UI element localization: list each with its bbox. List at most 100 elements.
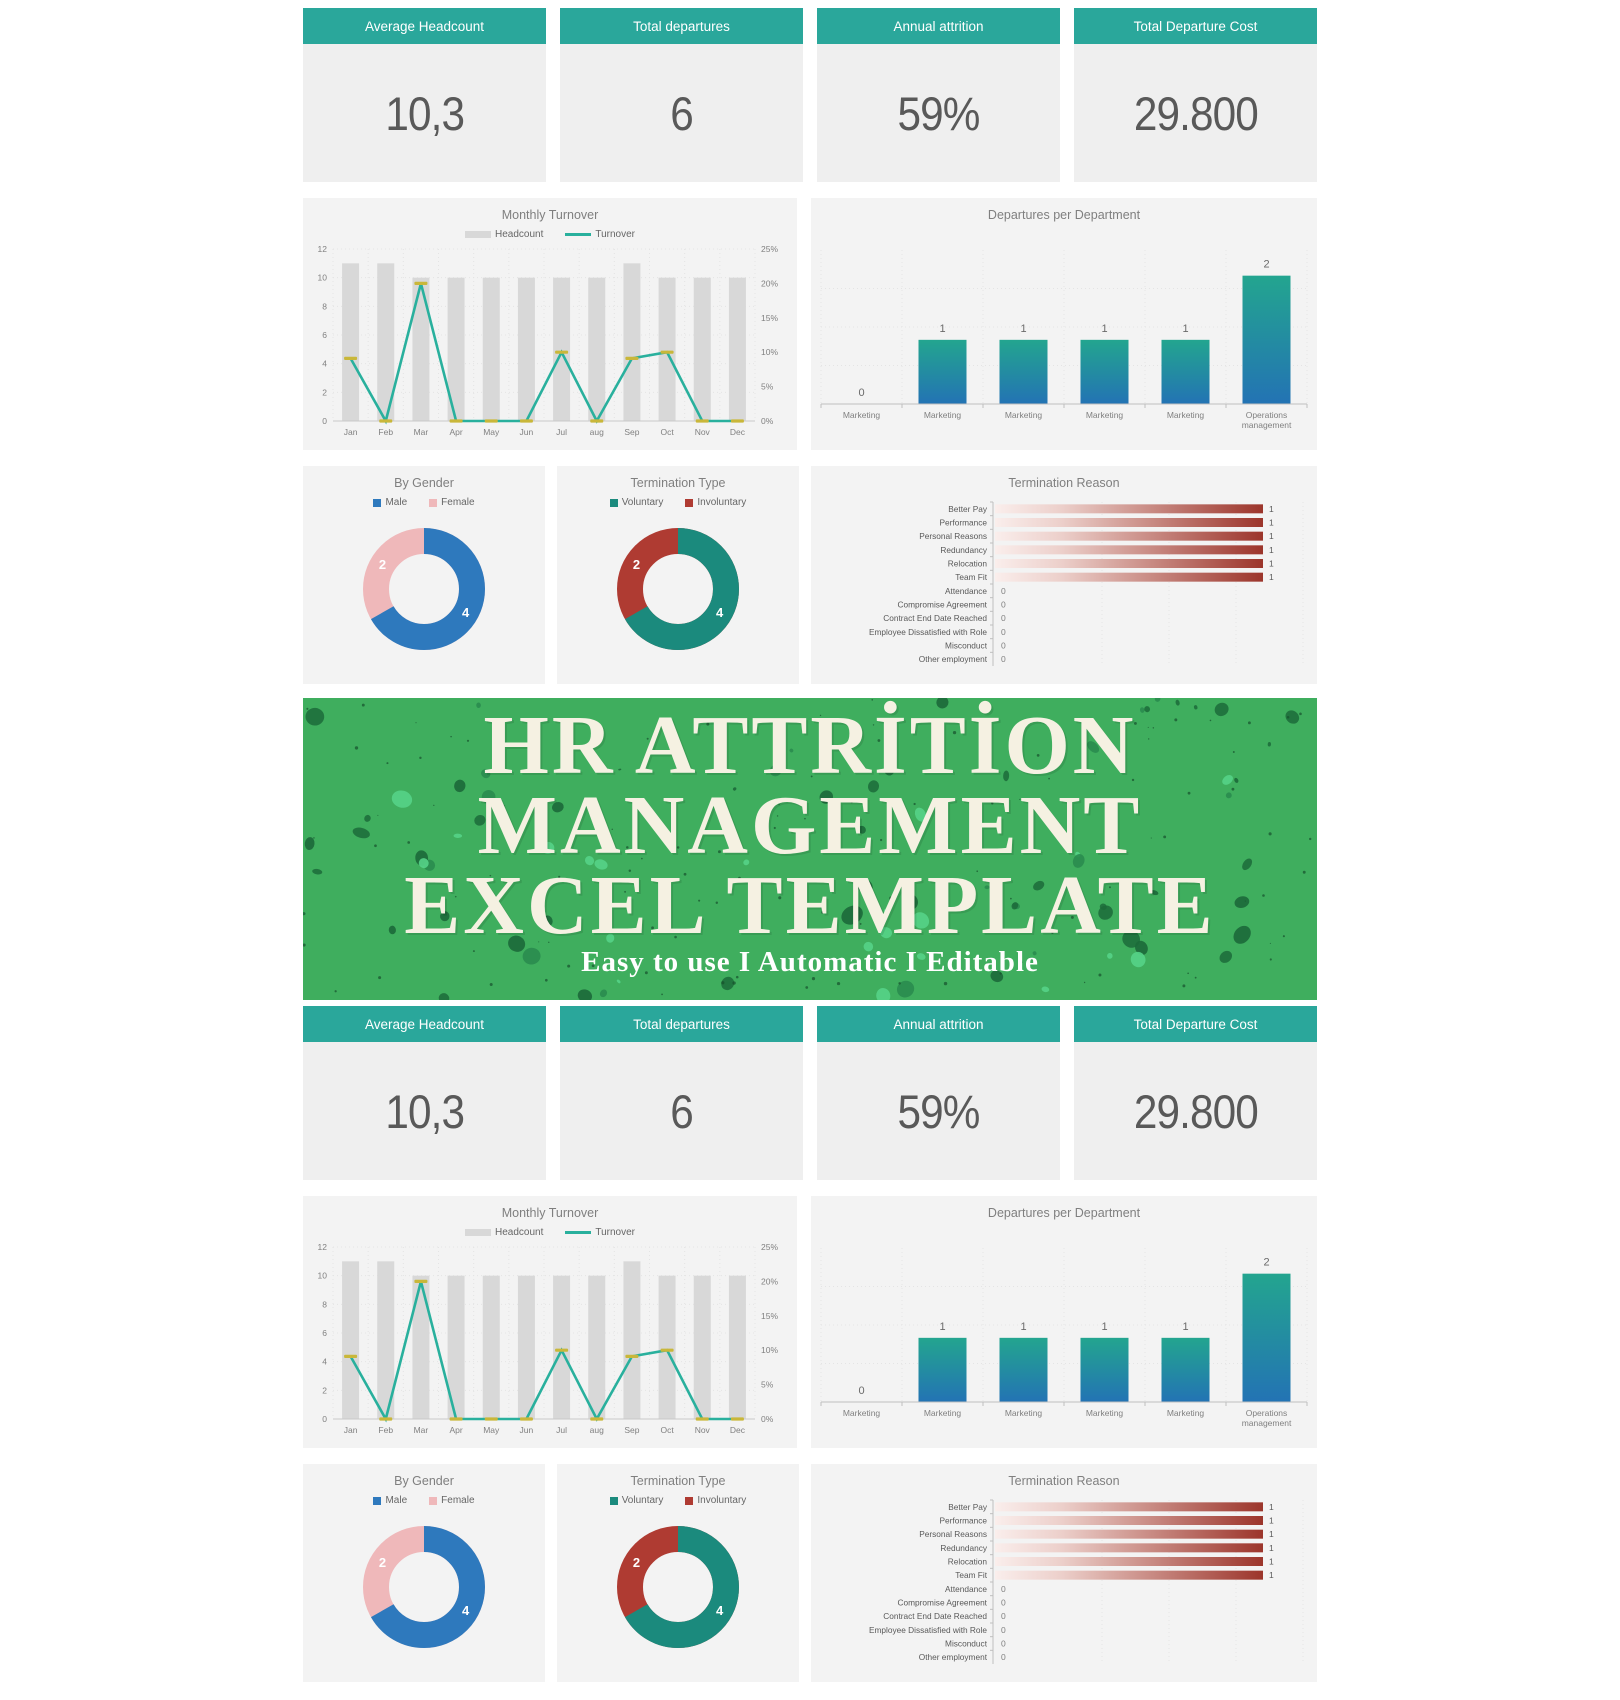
svg-text:Jun: Jun — [520, 427, 534, 437]
svg-text:6: 6 — [322, 1328, 327, 1338]
kpi-card-value: 59% — [817, 44, 1060, 182]
svg-text:4: 4 — [462, 1603, 470, 1618]
svg-text:Employee Dissatisfied with Rol: Employee Dissatisfied with Role — [869, 1625, 987, 1635]
legend-headcount: Headcount — [464, 229, 543, 240]
legend-involuntary: Involuntary — [685, 1495, 746, 1506]
monthly-turnover-panel: Monthly Turnover Headcount Turnover 0 2 4 6 8 10… — [303, 198, 797, 450]
svg-text:2: 2 — [379, 1555, 386, 1570]
svg-text:Contract End Date Reached: Contract End Date Reached — [883, 1611, 987, 1621]
svg-text:4: 4 — [716, 605, 724, 620]
svg-text:1: 1 — [1269, 531, 1274, 541]
kpi-card-header: Total Departure Cost — [1074, 1006, 1317, 1042]
kpi-row: Average Headcount 10,3 Total departures … — [303, 1006, 1317, 1180]
svg-text:0: 0 — [1001, 613, 1006, 623]
kpi-card-header: Total Departure Cost — [1074, 8, 1317, 44]
department-bars — [918, 1273, 1291, 1402]
svg-text:1: 1 — [1182, 323, 1188, 335]
kpi-card-header: Average Headcount — [303, 1006, 546, 1042]
svg-text:1: 1 — [1269, 545, 1274, 555]
kpi-card-annual-attrition: Annual attrition 59% — [817, 1006, 1060, 1180]
svg-text:0%: 0% — [761, 1414, 774, 1424]
svg-text:Performance: Performance — [940, 518, 988, 528]
svg-text:1: 1 — [1269, 572, 1274, 582]
svg-text:Marketing: Marketing — [1005, 1408, 1043, 1418]
banner-speckle-texture — [303, 698, 1312, 1000]
svg-text:0: 0 — [858, 387, 864, 399]
by-gender-panel: By Gender Male Female 4 2 — [303, 466, 545, 684]
chart-title: Termination Type — [630, 1474, 726, 1488]
svg-text:4: 4 — [716, 1603, 724, 1618]
svg-text:Marketing: Marketing — [924, 410, 962, 420]
dashboard-copy-top: Average Headcount 10,3 Total departures … — [303, 8, 1317, 684]
svg-text:Jan: Jan — [344, 1425, 358, 1435]
termination-type-donut-chart: 42 — [617, 1526, 739, 1648]
kpi-card-average-headcount: Average Headcount 10,3 — [303, 1006, 546, 1180]
svg-text:0: 0 — [1001, 1639, 1006, 1649]
termination-reason-bars — [995, 504, 1263, 582]
svg-text:1: 1 — [1269, 1570, 1274, 1580]
svg-text:8: 8 — [322, 1299, 327, 1309]
svg-text:Marketing: Marketing — [1167, 410, 1205, 420]
svg-text:Operations: Operations — [1246, 410, 1288, 420]
svg-text:Other employment: Other employment — [919, 1652, 988, 1662]
headcount-bars — [342, 263, 746, 421]
svg-text:0%: 0% — [761, 416, 774, 426]
svg-text:15%: 15% — [761, 1311, 778, 1321]
banner-text: HR ATTRİTİON MANAGEMENT EXCEL TEMPLATE E… — [303, 698, 1317, 979]
chart-title: Departures per Department — [987, 208, 1141, 222]
svg-text:0: 0 — [1001, 1652, 1006, 1662]
kpi-card-total-departures: Total departures 6 — [560, 8, 803, 182]
kpi-card-header: Average Headcount — [303, 8, 546, 44]
svg-text:Jul: Jul — [556, 427, 567, 437]
svg-text:4: 4 — [322, 1357, 327, 1367]
by-gender-panel: By Gender Male Female 4 2 — [303, 1464, 545, 1682]
svg-text:Mar: Mar — [414, 427, 429, 437]
svg-text:2: 2 — [1263, 1257, 1269, 1269]
svg-text:12: 12 — [318, 244, 328, 254]
svg-text:Better Pay: Better Pay — [948, 504, 988, 514]
kpi-card-value: 59% — [817, 1042, 1060, 1180]
department-bars — [918, 275, 1291, 404]
turnover-line — [349, 1281, 738, 1423]
chart-legend: Headcount Turnover — [303, 228, 797, 241]
svg-text:Dec: Dec — [730, 427, 746, 437]
svg-text:Jun: Jun — [520, 1425, 534, 1435]
svg-text:Other employment: Other employment — [919, 654, 988, 664]
svg-text:12: 12 — [318, 1242, 328, 1252]
kpi-card-total-departure-cost: Total Departure Cost 29.800 — [1074, 8, 1317, 182]
by-gender-donut-chart: 42 — [363, 528, 485, 650]
svg-text:1: 1 — [1269, 504, 1274, 514]
svg-text:Contract End Date Reached: Contract End Date Reached — [883, 613, 987, 623]
svg-text:Oct: Oct — [660, 427, 674, 437]
svg-text:Employee Dissatisfied with Rol: Employee Dissatisfied with Role — [869, 627, 987, 637]
svg-text:0: 0 — [1001, 654, 1006, 664]
legend-male: Male — [373, 1495, 407, 1506]
attrition-dashboard: Average Headcount 10,3 Total departures … — [303, 8, 1317, 684]
legend-voluntary: Voluntary — [609, 497, 663, 508]
legend-male: Male — [373, 497, 407, 508]
svg-text:Marketing: Marketing — [843, 1408, 881, 1418]
legend-turnover: Turnover — [565, 1227, 635, 1238]
legend-turnover: Turnover — [565, 229, 635, 240]
svg-text:2: 2 — [322, 387, 327, 397]
svg-text:management: management — [1242, 420, 1292, 430]
chart-title: Monthly Turnover — [501, 208, 599, 222]
svg-text:0: 0 — [1001, 641, 1006, 651]
monthly-turnover-chart: 0 2 4 6 8 10 12 0% 5% 10% 15% 20% 25% Jan Feb Mar Apr May… — [318, 244, 779, 437]
svg-text:Apr: Apr — [449, 427, 462, 437]
svg-text:Redundancy: Redundancy — [940, 545, 987, 555]
svg-text:Misconduct: Misconduct — [945, 1639, 988, 1649]
departures-per-department-chart: 0 Marketing 1 Marketing 1 Marketing 1 Marketing… — [820, 1248, 1308, 1428]
svg-text:10: 10 — [318, 273, 328, 283]
svg-text:Feb: Feb — [378, 427, 393, 437]
chart-title: Termination Reason — [1008, 476, 1120, 490]
svg-text:Attendance: Attendance — [945, 1584, 987, 1594]
svg-text:8: 8 — [322, 301, 327, 311]
svg-text:1: 1 — [1182, 1321, 1188, 1333]
svg-text:2: 2 — [633, 557, 640, 572]
svg-text:15%: 15% — [761, 313, 778, 323]
svg-text:Nov: Nov — [695, 1425, 711, 1435]
svg-text:Mar: Mar — [414, 1425, 429, 1435]
svg-text:Oct: Oct — [660, 1425, 674, 1435]
svg-text:management: management — [1242, 1418, 1292, 1428]
